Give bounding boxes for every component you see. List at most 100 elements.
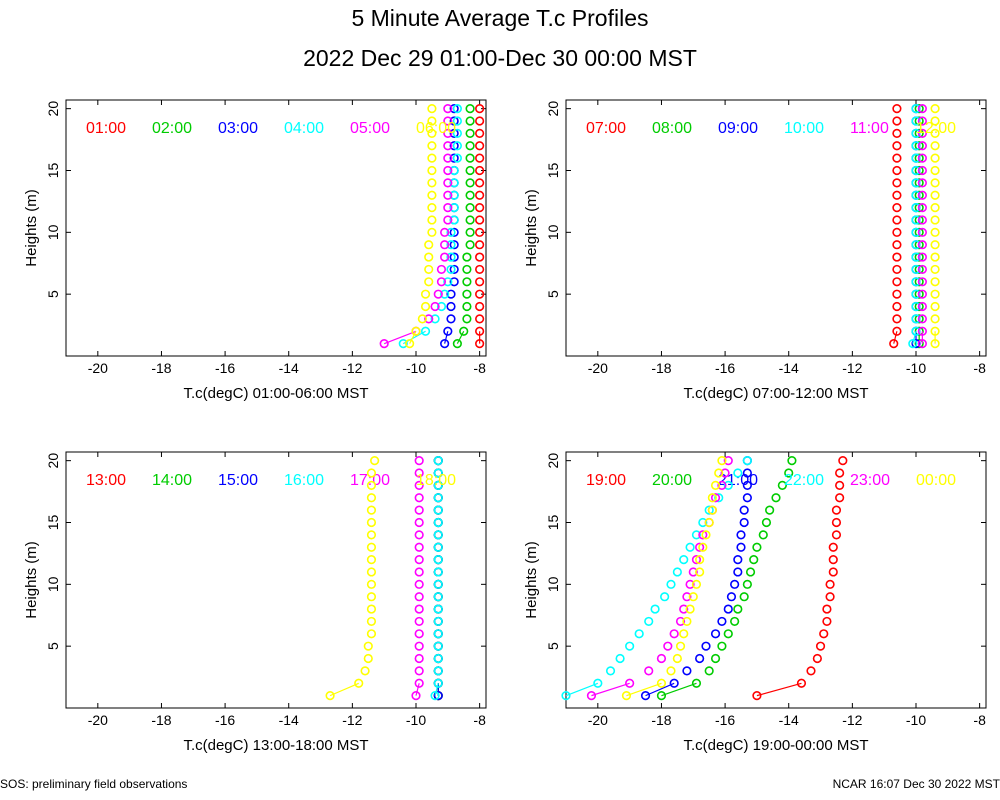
x-tick-label: -12: [342, 712, 362, 728]
data-point: [366, 629, 377, 639]
y-tick-label: 20: [545, 453, 561, 469]
data-point: [717, 456, 727, 466]
data-point: [917, 141, 927, 151]
data-point: [475, 202, 485, 213]
x-tick-label: -18: [151, 360, 171, 376]
data-point: [462, 252, 472, 262]
data-point: [736, 542, 746, 552]
x-tick-label: -18: [151, 712, 171, 728]
data-point: [436, 277, 447, 287]
data-point: [414, 493, 424, 503]
data-point: [475, 264, 485, 275]
data-point: [911, 215, 921, 225]
data-point: [736, 530, 746, 540]
legend-entry: 15:00: [218, 472, 258, 489]
data-point: [465, 104, 475, 114]
data-point: [777, 480, 787, 490]
data-point: [825, 579, 835, 589]
data-point: [835, 468, 845, 478]
data-point: [443, 326, 453, 336]
data-point: [433, 505, 443, 515]
data-point: [465, 153, 475, 163]
data-point: [561, 691, 571, 701]
series-1600: [430, 456, 443, 701]
series-line: [409, 330, 417, 344]
data-point: [917, 314, 927, 324]
data-point: [914, 165, 924, 176]
series-line: [434, 683, 439, 696]
data-point: [835, 480, 845, 490]
data-point: [917, 277, 927, 287]
x-tick-label: -10: [906, 360, 926, 376]
data-point: [917, 301, 927, 312]
data-point: [436, 264, 447, 275]
data-point: [433, 456, 443, 466]
data-point: [710, 653, 721, 664]
legend-entry: 07:00: [586, 120, 626, 137]
data-point: [930, 289, 940, 299]
x-axis-label: T.c(degC) 01:00-06:00 MST: [183, 385, 368, 402]
data-point: [812, 653, 822, 664]
data-point: [414, 616, 424, 627]
series-1700: [411, 456, 424, 701]
data-point: [433, 289, 443, 299]
data-point: [593, 678, 603, 688]
data-point: [733, 604, 743, 614]
data-point: [911, 227, 921, 237]
y-axis-label: Heights (m): [523, 541, 540, 619]
data-point: [685, 542, 695, 552]
data-point: [366, 579, 377, 589]
y-tick-label: 5: [45, 290, 61, 298]
data-point: [414, 505, 424, 515]
data-point: [892, 190, 902, 200]
data-point: [806, 666, 816, 676]
data-point: [427, 104, 437, 114]
data-point: [911, 165, 921, 176]
data-point: [733, 567, 743, 577]
data-point: [917, 227, 927, 237]
data-point: [459, 326, 469, 336]
data-point: [465, 202, 475, 213]
data-point: [427, 128, 437, 138]
data-point: [710, 629, 721, 639]
x-tick-label: -8: [973, 712, 986, 728]
series-0600: [405, 104, 437, 349]
data-point: [682, 592, 692, 602]
data-point: [914, 153, 924, 163]
data-point: [838, 456, 848, 466]
data-point: [930, 301, 940, 312]
legend-entry: 06:00: [416, 120, 456, 137]
data-point: [433, 604, 443, 614]
data-point: [828, 554, 838, 565]
data-point: [475, 301, 485, 312]
data-point: [644, 666, 654, 676]
y-tick-label: 10: [545, 224, 561, 240]
data-point: [723, 480, 733, 490]
x-tick-label: -20: [588, 360, 608, 376]
x-tick-label: -14: [279, 712, 299, 728]
data-point: [433, 641, 443, 651]
data-point: [475, 227, 485, 237]
data-point: [669, 629, 679, 639]
data-point: [465, 178, 475, 188]
series-1800: [325, 456, 380, 701]
data-point: [892, 215, 902, 225]
data-point: [892, 116, 902, 126]
data-point: [465, 128, 475, 138]
data-point: [424, 314, 434, 324]
y-tick-label: 15: [45, 162, 61, 178]
data-point: [462, 289, 472, 299]
series-2100: [640, 456, 752, 701]
y-tick-label: 15: [545, 514, 561, 530]
series-line: [591, 682, 630, 697]
data-point: [427, 190, 437, 200]
data-point: [742, 579, 752, 589]
data-point: [752, 691, 762, 701]
plot-frame: [65, 451, 487, 709]
data-point: [465, 240, 475, 250]
data-point: [414, 678, 424, 688]
data-point: [835, 493, 845, 503]
data-point: [656, 678, 667, 688]
series-1900: [752, 456, 848, 701]
data-point: [679, 629, 689, 639]
